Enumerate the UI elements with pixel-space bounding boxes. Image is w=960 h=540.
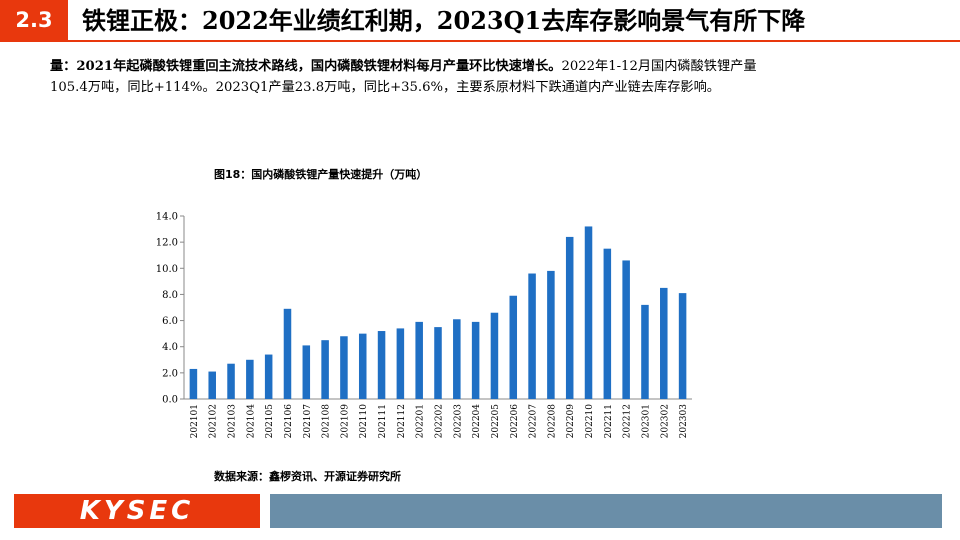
summary-line1: 2022年1-12月国内磷酸铁锂产量 (561, 59, 757, 74)
title-underline (0, 40, 960, 42)
figure-title: 图18：国内磷酸铁锂产量快速提升（万吨） (214, 168, 428, 181)
bar (490, 312, 499, 399)
bar (660, 287, 668, 399)
bar (396, 328, 405, 399)
y-tick-label: 10.0 (156, 264, 178, 275)
bar (678, 293, 687, 399)
section-number: 2.3 (0, 0, 68, 40)
bar (264, 354, 273, 399)
y-tick-label: 6.0 (162, 316, 178, 327)
y-tick-label: 8.0 (162, 290, 178, 301)
x-tick-label: 202301 (641, 404, 651, 438)
x-tick-label: 202209 (566, 404, 576, 439)
summary-text: 量：2021年起磷酸铁锂重回主流技术路线，国内磷酸铁锂材料每月产量环比快速增长。… (50, 56, 930, 98)
x-tick-label: 202203 (453, 404, 463, 439)
figure-source: 数据来源：鑫椤资讯、开源证券研究所 (214, 470, 401, 483)
y-tick-label: 0.0 (162, 395, 178, 406)
title-bar: 2.3 铁锂正极：2022年业绩红利期，2023Q1去库存影响景气有所下降 (0, 0, 960, 44)
x-tick-label: 202211 (604, 404, 614, 438)
x-tick-label: 202210 (585, 404, 595, 439)
bar (528, 273, 536, 399)
x-tick-label: 202302 (660, 404, 670, 438)
x-tick-label: 202303 (679, 404, 689, 439)
bar (340, 336, 348, 399)
summary-line2: 105.4万吨，同比+114%。2023Q1产量23.8万吨，同比+35.6%，… (50, 80, 720, 95)
y-tick-label: 14.0 (156, 212, 178, 223)
x-tick-label: 202101 (190, 404, 200, 438)
bar (603, 248, 612, 399)
bar-chart: 0.0 2.0 4.0 6.0 8.0 10.0 12.0 14.0 202101 202102 2… (156, 212, 692, 439)
bar (302, 345, 311, 399)
y-tick-label: 12.0 (156, 238, 178, 249)
x-tick-label: 202108 (322, 404, 332, 439)
x-tick-label: 202207 (529, 404, 539, 439)
bar (509, 295, 518, 399)
bar (565, 236, 574, 399)
bar (377, 331, 386, 399)
x-tick-label: 202111 (378, 404, 388, 438)
bar (227, 363, 235, 399)
bar (584, 226, 593, 399)
bar (641, 304, 649, 399)
x-tick-label: 202212 (623, 404, 633, 438)
x-tick-label: 202206 (510, 404, 520, 439)
bar (358, 333, 367, 399)
bar (471, 321, 480, 399)
bar (208, 371, 216, 399)
bar (547, 270, 555, 399)
x-tick-label: 202202 (435, 404, 445, 438)
y-tick-label: 2.0 (162, 368, 178, 379)
x-tick-label: 202205 (491, 404, 501, 439)
bar (321, 340, 329, 399)
bar (283, 308, 292, 399)
x-tick-label: 202112 (397, 404, 407, 438)
x-tick-label: 202208 (547, 404, 557, 439)
bar (189, 368, 198, 399)
y-tick-label: 4.0 (162, 342, 178, 353)
x-tick-label: 202110 (359, 404, 369, 439)
x-tick-label: 202104 (246, 404, 256, 439)
x-tick-label: 202102 (209, 404, 219, 438)
x-tick-label: 202106 (284, 404, 294, 439)
footer-band (270, 494, 942, 528)
x-tick-label: 202204 (472, 404, 482, 439)
x-tick-label: 202201 (416, 404, 426, 438)
bar (246, 359, 254, 399)
x-tick-label: 202103 (228, 404, 238, 439)
brand-logo: KYSEC (14, 494, 260, 528)
bar (415, 321, 423, 399)
x-tick-label: 202107 (303, 404, 313, 439)
bar (622, 260, 630, 399)
summary-lead: 量：2021年起磷酸铁锂重回主流技术路线，国内磷酸铁锂材料每月产量环比快速增长。 (50, 59, 562, 74)
x-tick-label: 202105 (265, 404, 275, 439)
bar (434, 327, 442, 399)
bar (453, 319, 461, 399)
page-title: 铁锂正极：2022年业绩红利期，2023Q1去库存影响景气有所下降 (82, 6, 806, 35)
x-tick-label: 202109 (340, 404, 350, 439)
